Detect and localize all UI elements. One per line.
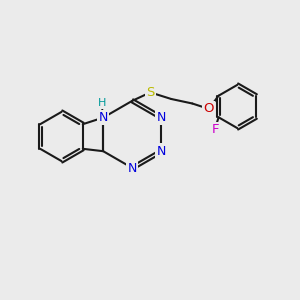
- Text: F: F: [212, 123, 219, 136]
- Text: H: H: [98, 98, 106, 108]
- Text: N: N: [98, 111, 108, 124]
- Text: N: N: [128, 161, 137, 175]
- Text: S: S: [146, 86, 154, 99]
- Text: N: N: [157, 111, 166, 124]
- Text: N: N: [157, 145, 166, 158]
- Text: O: O: [204, 102, 214, 116]
